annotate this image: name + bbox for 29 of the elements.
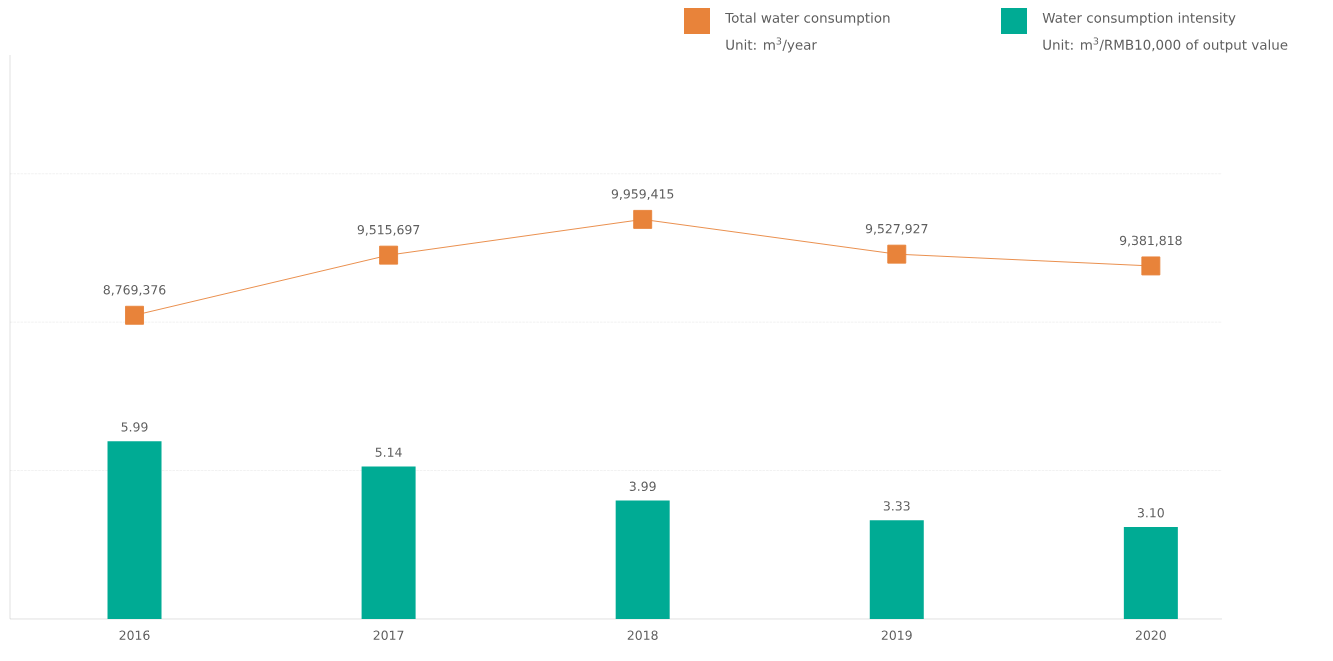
point — [379, 245, 399, 265]
data-label: 8,769,376 — [103, 285, 166, 296]
data-label: 9,959,415 — [611, 189, 674, 200]
data-label: 5.99 — [121, 422, 148, 432]
text: Unit: m$^{3}$/year — [726, 37, 817, 53]
x-tick-label: 2017 — [373, 630, 404, 640]
point — [633, 209, 653, 229]
bar — [107, 441, 162, 619]
data-label: 9,381,818 — [1119, 235, 1182, 247]
x-tick-label: 2016 — [119, 630, 150, 640]
legend-label: Water consumption intensity — [1042, 12, 1236, 26]
bar — [1123, 526, 1178, 619]
data-label: 5.14 — [375, 447, 402, 457]
bar — [869, 520, 924, 619]
text: Unit: m$^{3}$/RMB10,000 of output value — [1043, 37, 1288, 53]
data-label: 3.10 — [1137, 508, 1164, 518]
data-label: 9,527,927 — [865, 223, 928, 235]
point — [125, 305, 144, 325]
x-tick-label: 2018 — [627, 630, 658, 640]
data-label: 9,515,697 — [357, 224, 420, 236]
x-tick-label: 2020 — [1135, 630, 1166, 640]
point — [887, 244, 907, 264]
bar — [615, 500, 670, 619]
x-tick-label: 2019 — [881, 630, 912, 640]
data-label: 3.99 — [629, 481, 656, 492]
bar — [361, 466, 416, 619]
point — [1141, 256, 1161, 276]
legend-label: Total water consumption — [725, 12, 890, 26]
data-label: 3.33 — [883, 501, 910, 511]
